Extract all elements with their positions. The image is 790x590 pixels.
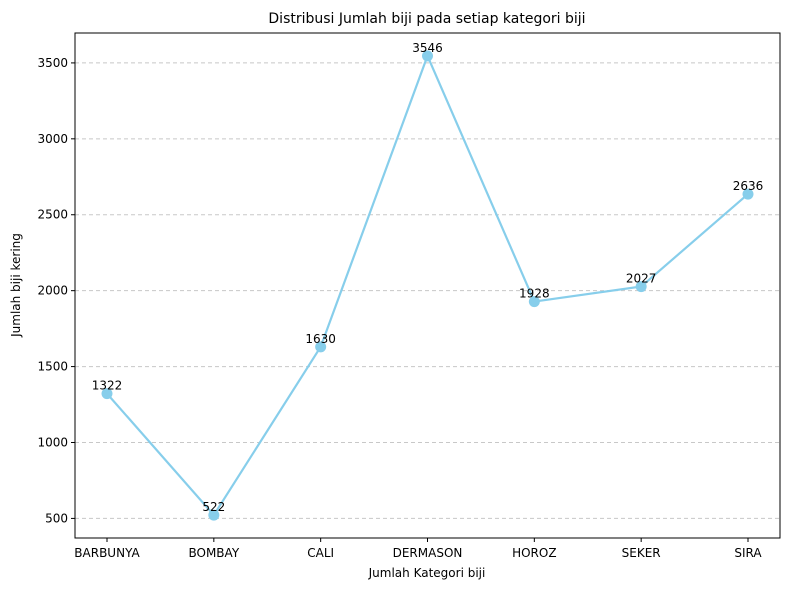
x-tick-label: BARBUNYA: [74, 546, 140, 560]
grid-lines: [75, 62, 780, 519]
x-tick-label: HOROZ: [512, 546, 556, 560]
data-label: 3546: [412, 41, 443, 55]
y-axis-label: Jumlah biji kering: [9, 233, 23, 338]
data-point-dermason: [422, 50, 433, 62]
data-labels: 1322 522 1630 3546 1928 2027 2636: [92, 41, 764, 514]
data-point-bombay: [208, 509, 220, 521]
x-tick-label: SIRA: [734, 546, 762, 560]
data-label: 1630: [305, 332, 336, 346]
y-tick-label: 3000: [37, 132, 68, 146]
x-tick-label: SEKER: [622, 546, 661, 560]
y-tick-label: 1000: [37, 435, 68, 449]
data-label: 2636: [733, 179, 764, 193]
x-tick-label: BOMBAY: [188, 546, 239, 560]
y-axis-ticks: 500 1000 1500 2000 2500 3000 3500: [37, 56, 75, 525]
x-tick-label: DERMASON: [393, 546, 463, 560]
data-points: [101, 50, 754, 521]
data-point-seker: [635, 281, 647, 293]
x-axis-label: Jumlah Kategori biji: [368, 566, 486, 580]
y-tick-label: 1500: [37, 360, 68, 374]
data-point-barbunya: [101, 388, 113, 400]
data-label: 2027: [626, 272, 657, 286]
data-point-sira: [742, 188, 754, 200]
chart-title: Distribusi Jumlah biji pada setiap kateg…: [268, 11, 585, 27]
y-tick-label: 2000: [37, 284, 68, 298]
plot-frame: [74, 32, 781, 539]
x-tick-label: CALI: [307, 546, 334, 560]
data-label: 1322: [92, 379, 123, 393]
y-tick-label: 2500: [37, 208, 68, 222]
x-axis-ticks: BARBUNYA BOMBAY CALI DERMASON HOROZ SEKER SIRA: [74, 538, 762, 560]
data-label: 1928: [519, 287, 550, 301]
y-tick-label: 500: [45, 511, 68, 525]
data-point-horoz: [528, 296, 540, 308]
data-label: 522: [202, 500, 225, 514]
data-point-cali: [315, 341, 327, 353]
y-tick-label: 3500: [37, 56, 68, 70]
